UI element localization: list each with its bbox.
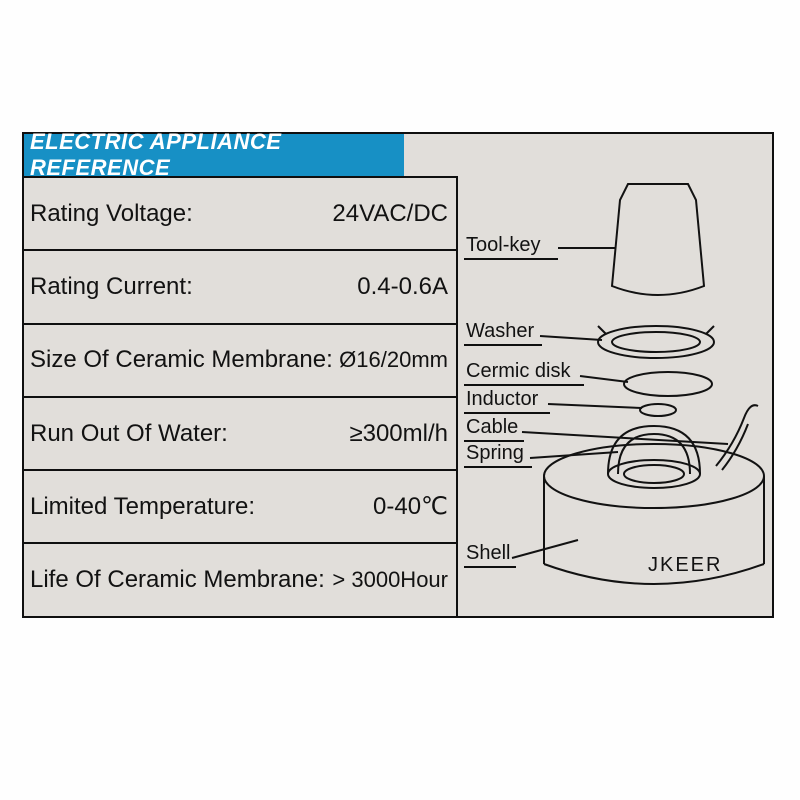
spec-label: Size Of Ceramic Membrane: xyxy=(30,346,333,374)
diagram-label-shell: Shell xyxy=(466,542,510,565)
underline xyxy=(464,258,558,260)
underline xyxy=(464,344,542,346)
diagram-label-cable: Cable xyxy=(466,416,518,439)
spec-label: Rating Voltage: xyxy=(30,200,193,228)
spec-label: Rating Current: xyxy=(30,273,193,301)
spec-label: Limited Temperature: xyxy=(30,493,255,521)
card-title: ELECTRIC APPLIANCE REFERENCE xyxy=(30,129,404,181)
underline xyxy=(464,384,584,386)
table-row: Size Of Ceramic Membrane: Ø16/20mm xyxy=(24,323,456,396)
underline xyxy=(464,412,550,414)
diagram-label-toolkey: Tool-key xyxy=(466,234,540,257)
page: ELECTRIC APPLIANCE REFERENCE Rating Volt… xyxy=(0,0,800,800)
spec-value: 24VAC/DC xyxy=(332,200,448,228)
spec-value: > 3000Hour xyxy=(332,567,448,593)
exploded-diagram: Tool-key Washer Cermic disk Inductor Cab… xyxy=(458,176,774,616)
card-title-bar: ELECTRIC APPLIANCE REFERENCE xyxy=(24,134,404,176)
spec-table: Rating Voltage: 24VAC/DC Rating Current:… xyxy=(24,176,456,616)
spec-value: Ø16/20mm xyxy=(339,347,448,373)
table-row: Life Of Ceramic Membrane: > 3000Hour xyxy=(24,542,456,615)
spec-value: 0.4-0.6A xyxy=(357,273,448,301)
table-row: Limited Temperature: 0-40℃ xyxy=(24,469,456,542)
spec-label: Run Out Of Water: xyxy=(30,420,228,448)
spec-card: ELECTRIC APPLIANCE REFERENCE Rating Volt… xyxy=(22,132,774,618)
spec-value: 0-40℃ xyxy=(373,492,448,521)
table-row: Rating Current: 0.4-0.6A xyxy=(24,249,456,322)
diagram-label-spring: Spring xyxy=(466,442,524,465)
diagram-label-ceramicdisk: Cermic disk xyxy=(466,360,570,383)
table-row: Rating Voltage: 24VAC/DC xyxy=(24,176,456,249)
brand-text: JKEER xyxy=(648,554,722,577)
underline xyxy=(464,466,532,468)
table-row: Run Out Of Water: ≥300ml/h xyxy=(24,396,456,469)
spec-label: Life Of Ceramic Membrane: xyxy=(30,566,325,594)
diagram-label-inductor: Inductor xyxy=(466,388,538,411)
diagram-label-washer: Washer xyxy=(466,320,534,343)
underline xyxy=(464,566,516,568)
spec-value: ≥300ml/h xyxy=(349,420,448,448)
